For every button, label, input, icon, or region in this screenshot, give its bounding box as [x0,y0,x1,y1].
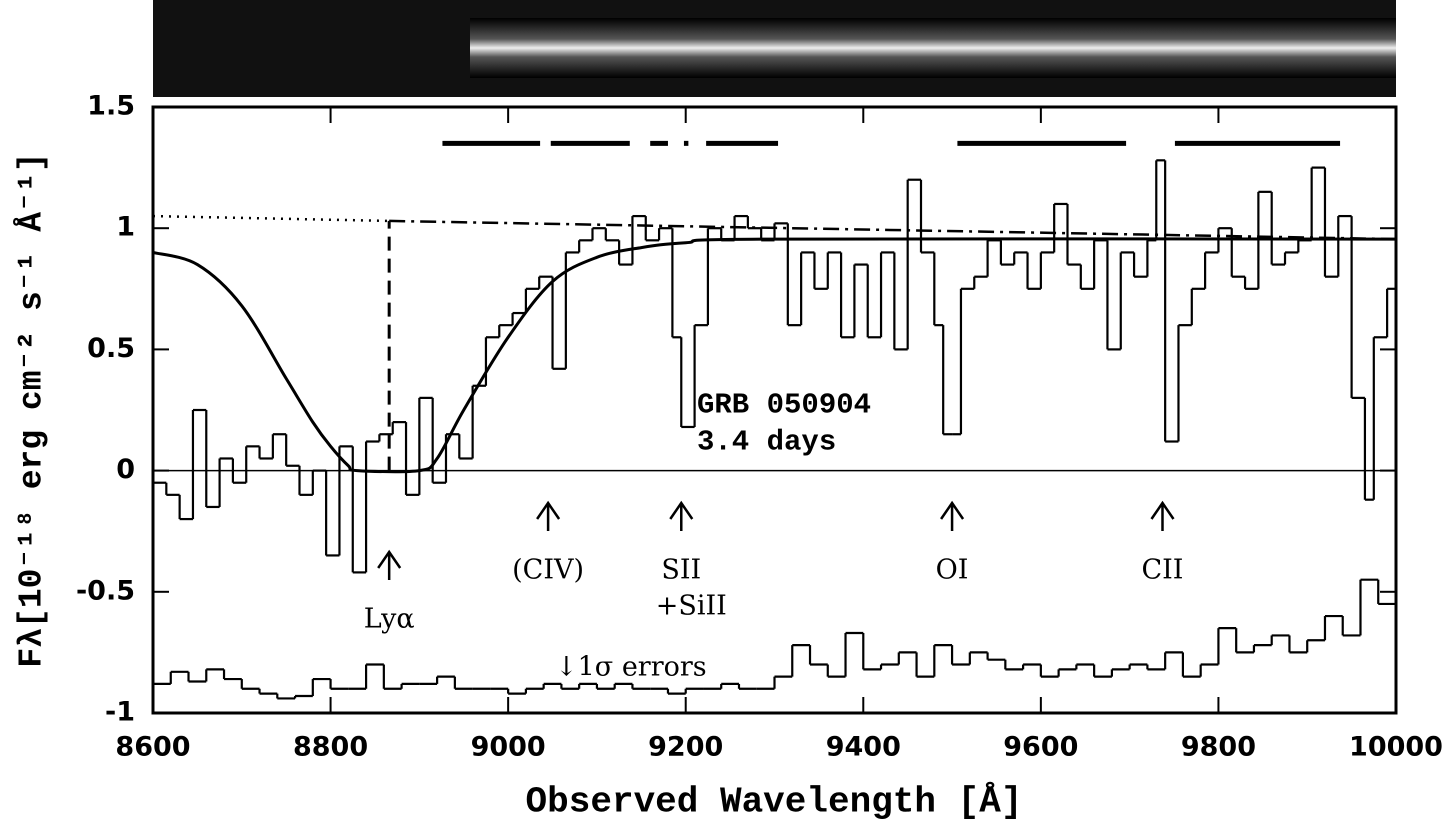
feature-label: SII [661,555,701,586]
x-tick-label: 8600 [115,732,190,763]
feature-arrow [669,500,694,531]
plot-frame [151,105,1398,715]
feature-arrow [1150,500,1175,531]
x-tick-label: 10000 [1349,732,1443,763]
x-tick-label: 8800 [293,732,368,763]
series-line [152,237,1397,474]
y-tick-label: 0 [116,454,135,485]
series-line [389,219,1397,241]
x-axis-label: Observed Wavelength [Å] [526,781,1023,823]
feature-label: CII [1141,555,1183,586]
feature-arrow [377,549,402,580]
annotation: GRB 050904 [697,389,871,422]
annotation: ↓1σ errors [555,652,707,683]
annotation: 3.4 days [697,426,836,459]
y-tick-label: -0.5 [76,575,135,606]
feature-arrow [536,500,561,531]
y-tick-label: 0.5 [87,333,135,364]
x-tick-label: 9600 [1003,732,1078,763]
x-tick-label: 9200 [648,732,723,763]
x-tick-label: 9400 [826,732,901,763]
feature-label: OI [936,555,969,586]
spectrum-image [153,0,1396,97]
y-axis-label: Fλ[10⁻¹⁸ erg cm⁻² s⁻¹ Å⁻¹] [13,152,51,667]
y-tick-label: -1 [105,697,135,728]
series-line [152,214,390,223]
y-tick-label: 1.5 [87,91,135,122]
x-tick-label: 9000 [471,732,546,763]
x-tick-label: 9800 [1181,732,1256,763]
y-tick-label: 1 [116,212,135,243]
feature-label: Lyα [364,604,415,635]
feature-arrow [940,500,965,531]
feature-label: +SiII [656,591,727,622]
feature-label: (CIV) [512,555,584,586]
